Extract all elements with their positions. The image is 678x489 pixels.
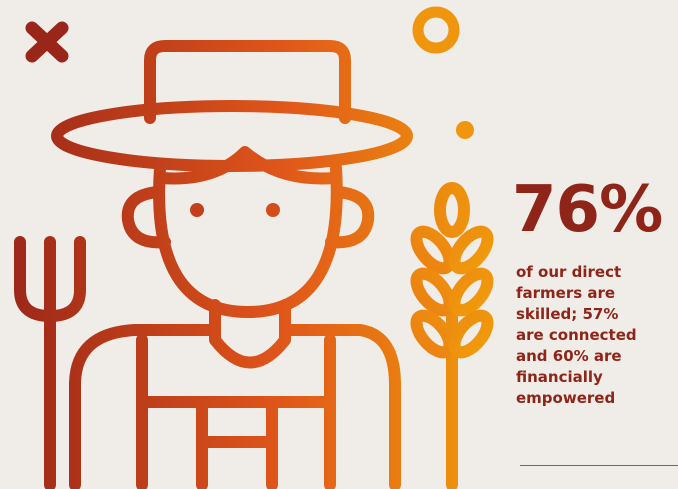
line-art bbox=[14, 6, 494, 489]
hair bbox=[156, 146, 340, 185]
description-line: and 60% are bbox=[516, 347, 622, 365]
overalls bbox=[136, 334, 336, 489]
wheat-grain bbox=[448, 267, 494, 317]
description-line: empowered bbox=[516, 389, 616, 407]
description-line: farmers are bbox=[516, 284, 616, 302]
description-line: skilled; 57% bbox=[516, 305, 619, 323]
dot bbox=[456, 121, 474, 139]
ear-left bbox=[121, 186, 171, 249]
wheat-grain bbox=[434, 182, 470, 238]
pitchfork bbox=[14, 236, 86, 489]
face bbox=[153, 162, 343, 318]
wheat-grain bbox=[448, 309, 494, 359]
hat-crown bbox=[144, 40, 351, 124]
ear-right bbox=[325, 186, 375, 249]
stat-description: of our direct farmers are skilled; 57% are … bbox=[516, 262, 676, 409]
description-line: financially bbox=[516, 368, 603, 386]
divider bbox=[520, 465, 678, 466]
neck bbox=[209, 299, 291, 369]
eye bbox=[266, 203, 280, 217]
wheat-grain bbox=[448, 225, 494, 275]
x-mark bbox=[25, 21, 69, 63]
description-line: of our direct bbox=[516, 263, 622, 281]
shoulders bbox=[69, 324, 401, 489]
wheat-grain bbox=[410, 267, 456, 317]
eye bbox=[190, 203, 204, 217]
stat-value: 76% bbox=[512, 173, 663, 247]
description-line: are connected bbox=[516, 326, 637, 344]
wheat-grain bbox=[410, 309, 456, 359]
ring bbox=[412, 6, 460, 54]
wheat-grain bbox=[410, 225, 456, 275]
